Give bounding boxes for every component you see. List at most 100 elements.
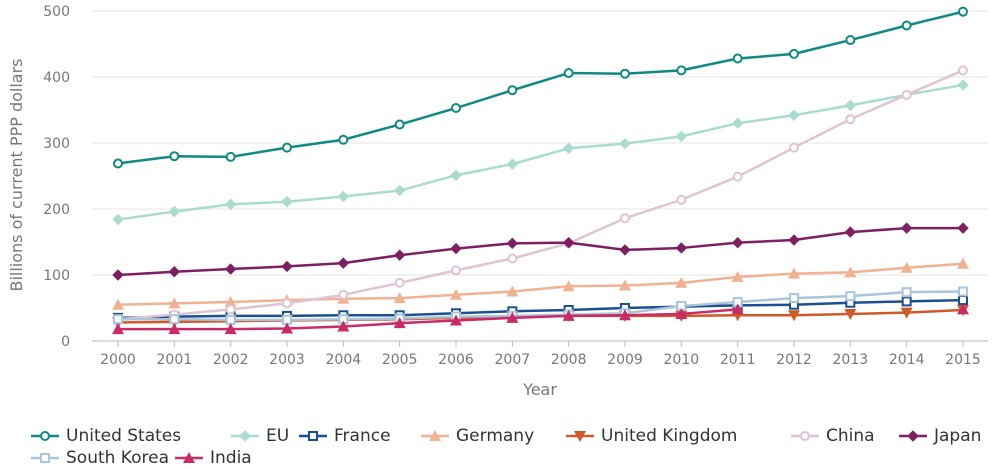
data-point-india	[393, 317, 406, 329]
data-point-india	[450, 314, 462, 326]
data-point-germany	[619, 279, 631, 291]
x-tick-label: 2004	[326, 352, 362, 368]
data-point-japan	[337, 257, 350, 269]
legend-swatch-germany	[421, 430, 449, 441]
data-point-china	[789, 142, 799, 153]
data-point-south-korea	[845, 291, 856, 302]
data-point-china	[620, 213, 630, 224]
data-point-china	[338, 289, 349, 300]
data-point-eu	[506, 158, 519, 170]
data-point-eu	[731, 117, 744, 129]
data-point-eu	[281, 196, 293, 208]
legend-marker	[800, 431, 810, 441]
data-point-china	[282, 298, 292, 309]
legend-label: India	[210, 448, 252, 468]
series-line-south-korea	[118, 290, 964, 322]
data-point-china	[507, 253, 518, 264]
data-point-eu	[562, 142, 575, 154]
data-point-united-states	[845, 35, 856, 46]
legend-item-india: India	[174, 447, 252, 469]
x-tick-label: 2000	[100, 352, 136, 368]
x-tick-label: 2008	[551, 352, 587, 368]
data-point-china	[451, 265, 461, 276]
legend-item-united-states: United States	[30, 425, 181, 447]
legend-swatch-japan	[899, 430, 927, 442]
data-point-india	[675, 307, 688, 319]
legend-label: United Kingdom	[601, 426, 738, 446]
y-tick-label: 300	[43, 136, 70, 152]
data-point-eu	[450, 169, 462, 182]
data-point-china	[901, 89, 912, 100]
data-point-united-kingdom	[900, 307, 913, 319]
legend-swatch-france	[299, 431, 327, 441]
series-united-states	[113, 6, 968, 169]
x-tick-label: 2007	[495, 352, 531, 368]
legend-label: EU	[266, 426, 290, 446]
data-point-france	[901, 296, 912, 307]
data-point-china	[845, 114, 856, 125]
data-point-united-states	[338, 134, 349, 145]
data-point-eu	[224, 198, 237, 211]
data-point-united-states	[225, 151, 236, 162]
x-tick-label: 2009	[607, 352, 643, 368]
data-point-japan	[224, 263, 237, 275]
data-point-india	[731, 303, 744, 315]
data-point-south-korea	[789, 293, 799, 304]
legend-item-united-kingdom: United Kingdom	[565, 425, 737, 447]
legend-item-japan: Japan	[898, 425, 981, 447]
x-tick-label: 2014	[889, 352, 925, 368]
legend-swatch-china	[791, 431, 819, 441]
data-point-china	[394, 277, 405, 288]
data-point-japan	[112, 269, 124, 281]
legend-label: United States	[66, 426, 182, 446]
x-axis-ticks: 2000 2001 2002 2003 2004 2005 2006 2007 2008 2009…	[100, 352, 981, 368]
legend-item-eu: EU	[230, 425, 289, 447]
data-point-japan	[731, 236, 744, 249]
y-tick-label: 400	[43, 70, 70, 86]
series-japan	[112, 222, 969, 281]
series-line-germany	[117, 262, 964, 306]
data-point-india	[281, 322, 293, 334]
data-point-united-states	[507, 85, 518, 96]
data-point-united-states	[451, 103, 461, 114]
data-point-eu	[168, 205, 181, 218]
series-line-eu	[117, 83, 964, 221]
data-point-united-kingdom	[844, 308, 857, 320]
x-tick-label: 2003	[269, 352, 305, 368]
data-point-china	[958, 65, 968, 76]
data-point-germany	[788, 267, 800, 279]
x-axis-title: Year	[522, 380, 557, 399]
data-point-united-states	[958, 6, 968, 17]
data-point-south-korea	[901, 287, 912, 298]
data-point-japan	[957, 222, 969, 234]
series-line-china	[117, 69, 964, 321]
data-point-india	[112, 323, 124, 335]
series-line-united-states	[117, 10, 964, 165]
data-point-germany	[562, 280, 575, 292]
data-point-china	[225, 304, 236, 315]
data-point-united-states	[620, 68, 630, 79]
legend-label: France	[334, 426, 391, 446]
data-point-china	[676, 194, 687, 205]
data-point-germany	[393, 292, 406, 304]
data-point-japan	[168, 265, 181, 278]
grid-lines	[92, 10, 988, 347]
legend-marker	[239, 430, 251, 442]
y-tick-label: 100	[43, 268, 70, 284]
data-point-japan	[562, 236, 575, 249]
data-point-japan	[844, 226, 857, 238]
data-point-india	[168, 323, 181, 335]
data-point-eu	[393, 184, 406, 197]
data-point-united-states	[113, 158, 123, 169]
data-point-india	[957, 303, 969, 315]
x-tick-label: 2010	[664, 352, 700, 368]
data-point-japan	[450, 242, 462, 255]
legend-label: China	[826, 426, 875, 446]
legend-marker	[308, 431, 318, 441]
data-point-germany	[112, 298, 124, 310]
data-point-south-korea	[113, 314, 123, 325]
data-point-germany	[450, 288, 462, 300]
series-line-japan	[117, 226, 963, 277]
data-point-eu	[788, 109, 800, 121]
